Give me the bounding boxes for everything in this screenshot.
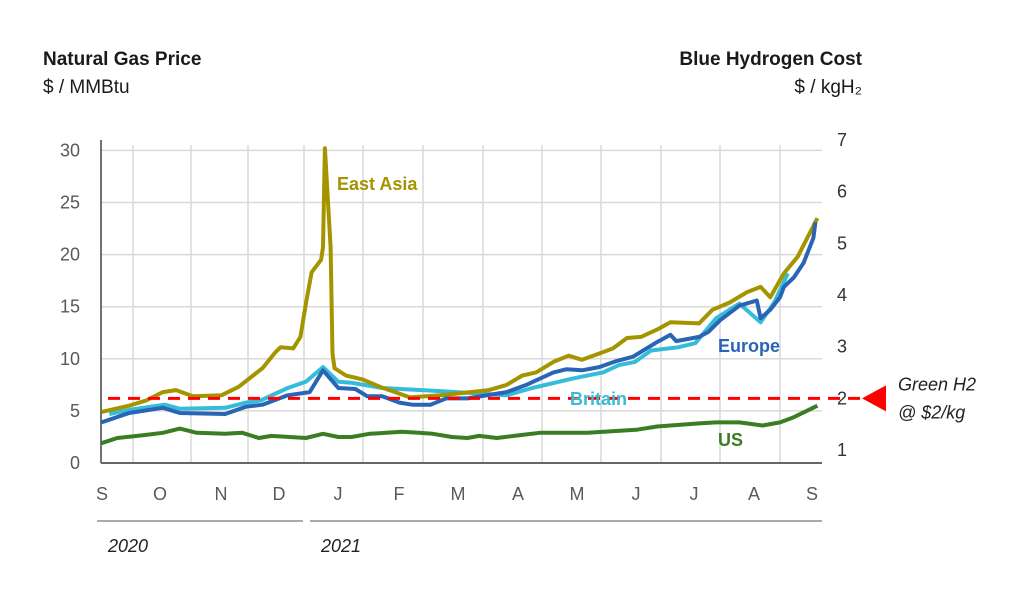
right-tick-label: 6	[837, 182, 847, 202]
series-line-europe	[100, 222, 818, 425]
month-tick-label: D	[273, 484, 286, 504]
month-tick-label: S	[806, 484, 818, 504]
month-tick-label: N	[215, 484, 228, 504]
series-line-east-asia	[101, 146, 820, 414]
series-line-us	[100, 403, 819, 446]
month-tick-label: S	[96, 484, 108, 504]
left-tick-label: 20	[60, 245, 80, 265]
series-label-europe: Europe	[718, 336, 780, 356]
left-axis-title: Natural Gas Price	[43, 49, 202, 70]
reference-label-line2: @ $2/kg	[898, 402, 965, 422]
month-tick-label: M	[570, 484, 585, 504]
left-tick-label: 0	[70, 453, 80, 473]
series-label-britain: Britain	[570, 389, 627, 409]
month-tick-label: A	[512, 484, 524, 504]
month-tick-label: F	[394, 484, 405, 504]
year-label-2021: 2021	[320, 536, 361, 556]
left-axis-unit: $ / MMBtu	[43, 77, 130, 98]
month-tick-label: J	[334, 484, 343, 504]
month-tick-label: J	[632, 484, 641, 504]
right-tick-label: 4	[837, 285, 847, 305]
series-label-east-asia: East Asia	[337, 174, 418, 194]
month-tick-label: O	[153, 484, 167, 504]
left-tick-label: 10	[60, 349, 80, 369]
reference-label-line1: Green H2	[898, 374, 976, 394]
reference-marker-triangle	[862, 385, 886, 412]
left-tick-label: 5	[70, 401, 80, 421]
right-tick-label: 2	[837, 388, 847, 408]
right-tick-label: 1	[837, 440, 847, 460]
right-tick-label: 3	[837, 337, 847, 357]
right-axis-unit: $ / kgH₂	[794, 77, 862, 98]
month-tick-label: A	[748, 484, 760, 504]
month-tick-label: J	[690, 484, 699, 504]
right-tick-label: 7	[837, 130, 847, 150]
right-axis-title: Blue Hydrogen Cost	[679, 49, 862, 70]
month-tick-label: M	[451, 484, 466, 504]
year-label-2020: 2020	[107, 536, 148, 556]
series-label-us: US	[718, 430, 743, 450]
left-tick-label: 15	[60, 297, 80, 317]
left-tick-label: 25	[60, 193, 80, 213]
right-tick-label: 5	[837, 233, 847, 253]
left-tick-label: 30	[60, 140, 80, 160]
